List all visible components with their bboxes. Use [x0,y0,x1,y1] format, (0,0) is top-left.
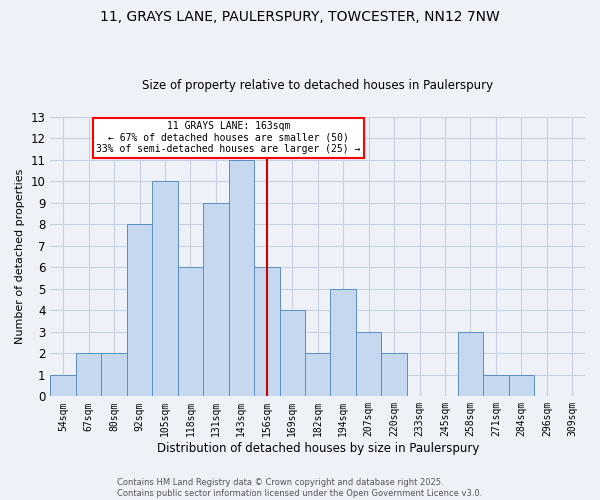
Y-axis label: Number of detached properties: Number of detached properties [15,169,25,344]
Bar [458,332,483,396]
Bar [101,354,127,397]
Bar [127,224,152,396]
Text: Contains HM Land Registry data © Crown copyright and database right 2025.
Contai: Contains HM Land Registry data © Crown c… [118,478,482,498]
Bar [76,354,101,397]
Title: Size of property relative to detached houses in Paulerspury: Size of property relative to detached ho… [142,79,493,92]
Bar [382,354,407,397]
Bar [509,375,534,396]
Bar [178,268,203,396]
X-axis label: Distribution of detached houses by size in Paulerspury: Distribution of detached houses by size … [157,442,479,455]
Bar [305,354,331,397]
Text: 11 GRAYS LANE: 163sqm
← 67% of detached houses are smaller (50)
33% of semi-deta: 11 GRAYS LANE: 163sqm ← 67% of detached … [97,121,361,154]
Bar [254,268,280,396]
Bar [356,332,382,396]
Bar [331,289,356,397]
Bar [483,375,509,396]
Text: 11, GRAYS LANE, PAULERSPURY, TOWCESTER, NN12 7NW: 11, GRAYS LANE, PAULERSPURY, TOWCESTER, … [100,10,500,24]
Bar [152,182,178,396]
Bar [203,203,229,396]
Bar [229,160,254,396]
Bar [280,310,305,396]
Bar [50,375,76,396]
